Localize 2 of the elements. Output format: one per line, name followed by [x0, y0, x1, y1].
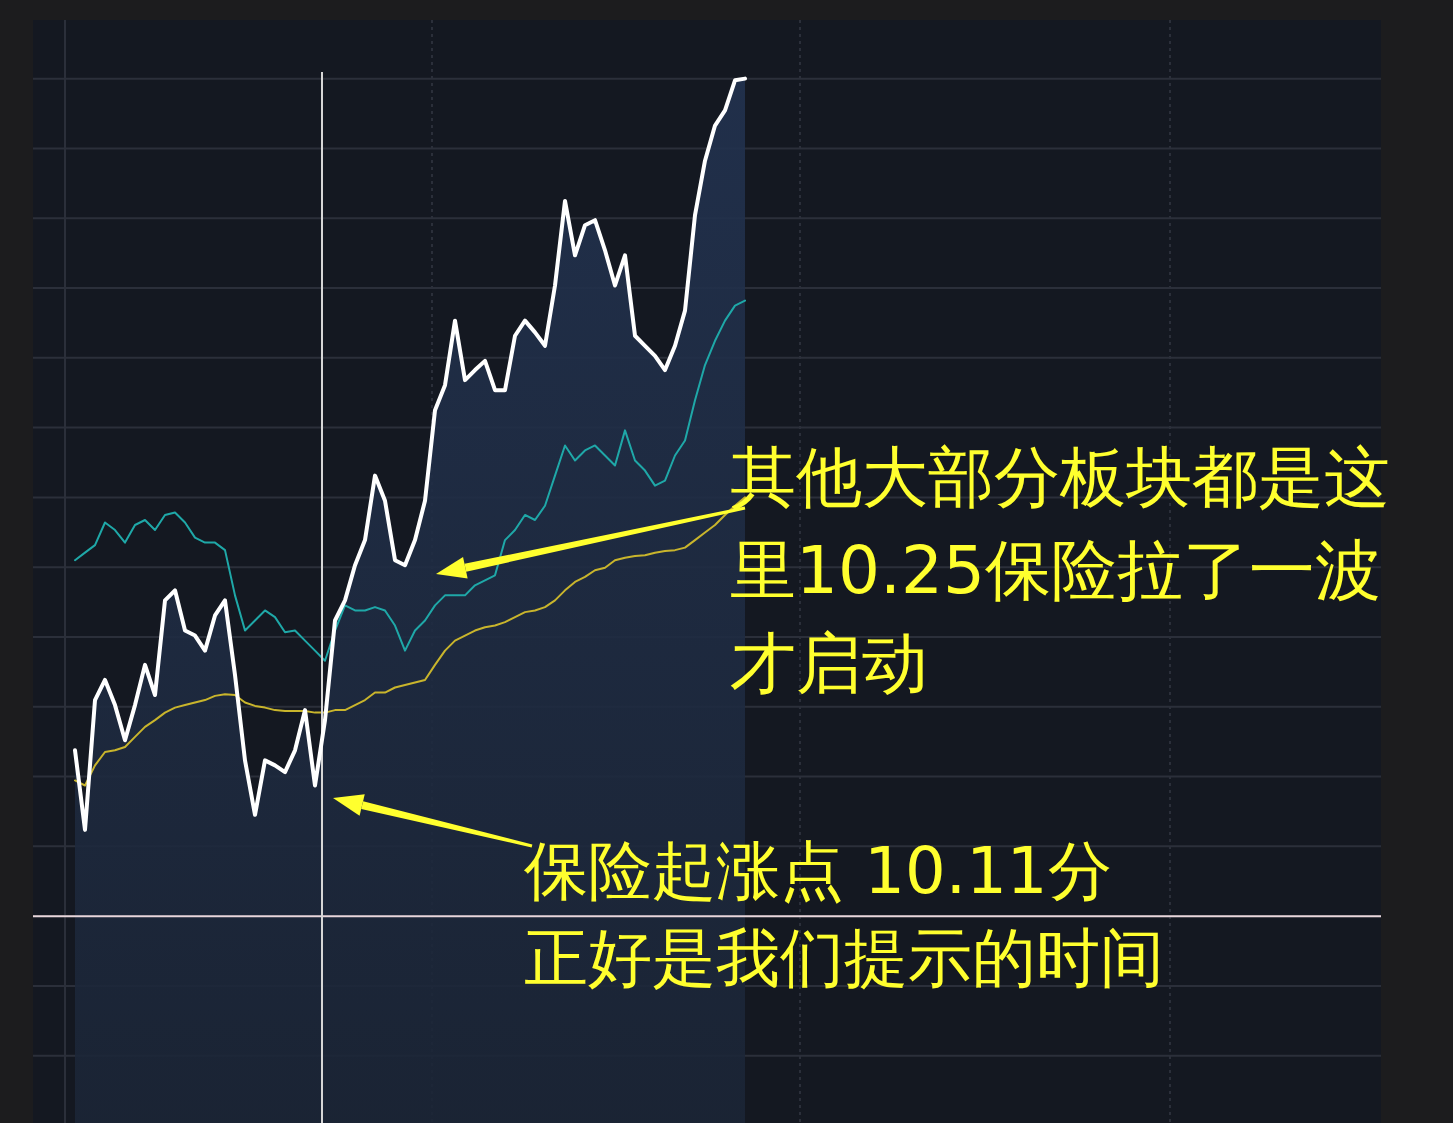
annotation: 保险起涨点 10.11分正好是我们提示的时间 [524, 834, 1164, 995]
annotation: 其他大部分板块都是这里10.25保险拉了一波才启动 [730, 439, 1390, 702]
